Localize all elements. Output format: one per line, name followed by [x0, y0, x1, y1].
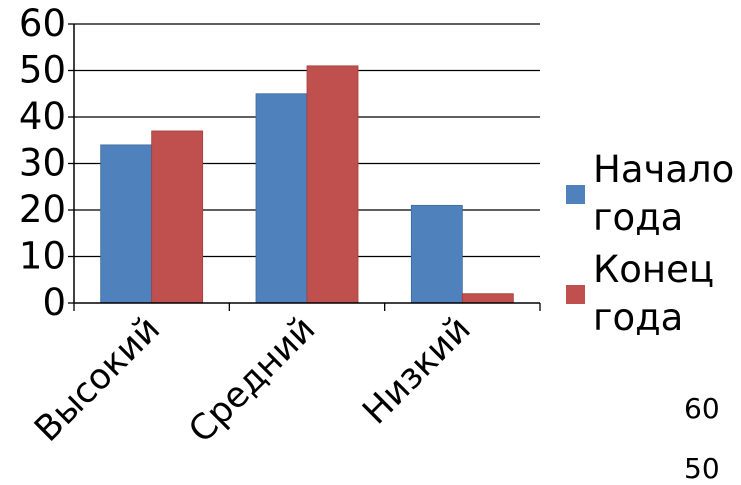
y-tick-label: 40: [19, 95, 66, 138]
legend: Начало года Конец года: [566, 146, 741, 346]
x-tick-label: Высокий: [27, 309, 168, 450]
bar-start-0: [100, 144, 153, 304]
legend-item-start: Начало года: [566, 146, 741, 242]
y-tick-label: 10: [19, 235, 66, 278]
overlapping-tick-50: 50: [684, 452, 720, 485]
x-tick-labels: Высокий Средний Низкий: [27, 309, 478, 451]
y-tick-label: 30: [19, 142, 66, 185]
bar-end-0: [151, 130, 204, 304]
x-tick-label: Средний: [181, 309, 323, 451]
bar-start-2: [410, 204, 463, 304]
legend-item-end: Конец года: [566, 246, 741, 342]
bars: [100, 65, 514, 304]
bar-end-1: [306, 65, 359, 304]
y-tick-label: 0: [42, 281, 66, 324]
y-tick-label: 60: [19, 2, 66, 45]
bar-start-1: [255, 93, 308, 304]
legend-label-end: Конец года: [593, 248, 715, 339]
bar-end-2: [461, 293, 514, 304]
overlapping-tick-60: 60: [684, 392, 720, 425]
x-tick-label: Низкий: [355, 309, 478, 432]
axes: [68, 23, 541, 311]
legend-swatch-start: [566, 184, 585, 204]
y-tick-label: 50: [19, 49, 66, 92]
legend-label-start: Начало года: [593, 148, 735, 239]
y-tick-label: 20: [19, 188, 66, 231]
legend-swatch-end: [566, 284, 585, 304]
